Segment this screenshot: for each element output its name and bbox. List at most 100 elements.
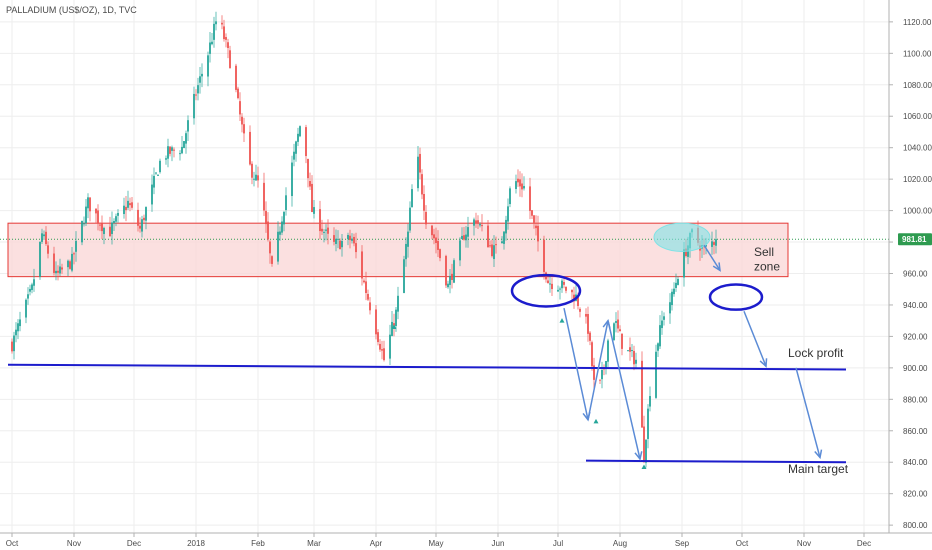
candle-body	[515, 181, 517, 189]
candle-body	[197, 85, 199, 94]
circle-annotation-3	[708, 283, 764, 311]
candle-body	[395, 309, 397, 327]
candle-body	[591, 342, 593, 367]
candle-body	[11, 341, 13, 352]
candle-body	[141, 219, 143, 232]
candle-body	[535, 225, 537, 229]
candle-body	[361, 251, 363, 279]
candle-body	[67, 260, 69, 268]
candle-body	[129, 203, 131, 206]
candle-body	[509, 188, 511, 205]
candle-body	[87, 197, 89, 209]
candle-body	[143, 217, 145, 221]
candle-body	[297, 133, 299, 142]
candle-body	[407, 231, 409, 247]
candle-body	[183, 141, 185, 149]
candle-body	[571, 289, 573, 293]
candle-body	[229, 50, 231, 69]
candle-body	[145, 207, 147, 221]
candle-body	[335, 238, 337, 244]
price-tick-label: 960.00	[903, 270, 928, 279]
candle-body	[435, 237, 437, 244]
candle-body	[543, 239, 545, 272]
price-tick-label: 860.00	[903, 427, 928, 436]
candle-body	[431, 225, 433, 236]
candle-body	[169, 146, 171, 154]
candle-body	[75, 240, 77, 252]
candle-body	[477, 220, 479, 223]
candle-body	[437, 240, 439, 250]
candle-body	[295, 141, 297, 154]
time-tick-label: Apr	[370, 539, 383, 548]
candle-body	[153, 175, 155, 188]
time-tick-label: Aug	[613, 539, 627, 548]
candle-body	[451, 273, 453, 280]
candle-body	[321, 228, 323, 232]
candle-body	[237, 88, 239, 99]
candle-body	[157, 174, 159, 176]
candle-body	[225, 37, 227, 40]
candle-body	[459, 240, 461, 261]
candle-body	[461, 235, 463, 240]
candle-body	[83, 223, 85, 225]
candle-body	[559, 288, 561, 290]
candle-body	[501, 241, 503, 244]
candle-body	[185, 133, 187, 144]
candle-body	[529, 186, 531, 211]
candle-body	[503, 231, 505, 244]
last-price-label: 981.81	[902, 235, 927, 244]
candle-body	[43, 234, 45, 237]
candle-body	[473, 219, 475, 226]
candle-body	[53, 253, 55, 273]
candle-body	[13, 335, 15, 352]
candle-body	[313, 207, 315, 214]
candle-body	[557, 289, 559, 292]
candle-body	[375, 309, 377, 335]
candle-body	[309, 181, 311, 187]
arrow-head	[634, 451, 643, 461]
candle-body	[423, 193, 425, 211]
candle-body	[179, 153, 181, 155]
candle-body	[505, 219, 507, 234]
candle-body	[421, 174, 423, 195]
candle-body	[439, 249, 441, 259]
time-tick-label: May	[428, 539, 443, 548]
candle-body	[337, 238, 339, 240]
candle-body	[165, 158, 167, 160]
candle-body	[339, 240, 341, 250]
candle-body	[333, 235, 335, 242]
candle-body	[403, 259, 405, 293]
triangle-marker	[391, 324, 397, 329]
candle-body	[271, 256, 273, 264]
candle-body	[319, 209, 321, 232]
candle-body	[167, 146, 169, 159]
highlight-circle	[653, 222, 711, 252]
candle-body	[349, 235, 351, 241]
candle-body	[367, 293, 369, 300]
candle-body	[223, 26, 225, 40]
candle-body	[635, 359, 637, 364]
candle-body	[383, 348, 385, 361]
candle-body	[193, 93, 195, 119]
candle-body	[281, 221, 283, 233]
candle-body	[677, 278, 679, 285]
candle-body	[111, 222, 113, 234]
candle-body	[265, 210, 267, 225]
candle-body	[249, 131, 251, 165]
candle-body	[341, 240, 343, 248]
candle-body	[283, 211, 285, 225]
candle-body	[327, 227, 329, 234]
candle-body	[585, 313, 587, 317]
arrow-head	[814, 449, 823, 460]
candle-body	[101, 223, 103, 232]
candle-body	[489, 245, 491, 247]
candle-body	[109, 226, 111, 237]
price-tick-label: 920.00	[903, 332, 928, 341]
candle-body	[521, 183, 523, 190]
candle-body	[463, 235, 465, 240]
candle-body	[711, 241, 713, 247]
triangle-marker	[593, 418, 599, 424]
candle-body	[563, 281, 565, 285]
